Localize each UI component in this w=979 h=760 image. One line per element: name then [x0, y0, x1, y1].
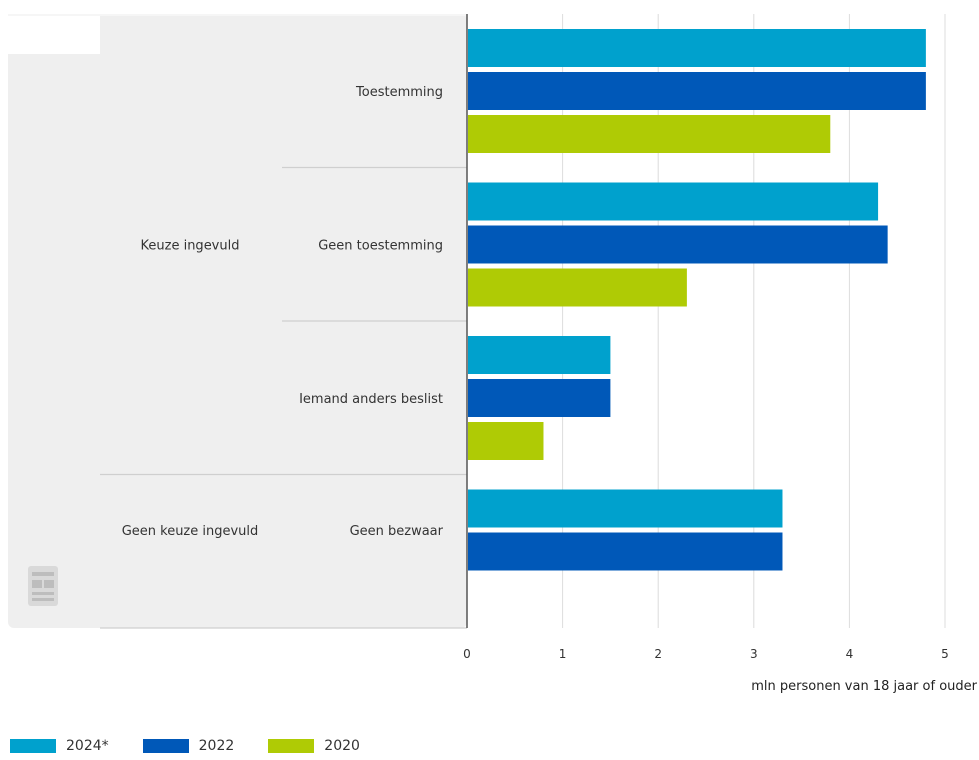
label-panel-white-strip — [8, 14, 100, 54]
x-tick-label: 0 — [463, 647, 471, 661]
bar-2022-1 — [468, 72, 926, 110]
bar-2020-3 — [468, 422, 544, 460]
bar-2024-2 — [468, 182, 879, 221]
bar-2020-1 — [468, 115, 831, 153]
legend-item: 2022 — [142, 738, 235, 754]
bar-chart: Toestemming Geen toestemming Iemand anders… — [8, 14, 978, 694]
legend-label: 2020 — [324, 738, 360, 754]
x-axis-label: mln personen van 18 jaar of ouder — [751, 679, 977, 694]
x-tick-label: 4 — [846, 647, 854, 661]
bar-2024-3 — [468, 336, 611, 374]
legend-item: 2024* — [10, 738, 109, 754]
bar-2024-4 — [468, 489, 783, 528]
legend-swatch — [10, 739, 56, 753]
x-tick-label: 2 — [654, 647, 662, 661]
x-tick-label: 5 — [941, 647, 949, 661]
group-label: Geen keuze ingevuld — [122, 524, 259, 539]
legend-label: 2024* — [66, 738, 109, 754]
legend-swatch — [268, 739, 315, 753]
legend: 2024* 2022 2020 — [10, 738, 360, 754]
cbs-logo-icon — [28, 566, 58, 606]
bar-2020-2 — [468, 268, 687, 307]
legend-item: 2020 — [268, 738, 360, 754]
bar-2022-4 — [468, 532, 783, 571]
x-tick-label: 3 — [750, 647, 758, 661]
label-panel-top-strip — [8, 14, 467, 16]
category-label: Iemand anders beslist — [299, 392, 443, 407]
legend-swatch — [142, 739, 189, 753]
bar-2024-1 — [468, 29, 926, 67]
legend-label: 2022 — [198, 738, 235, 754]
bar-2022-3 — [468, 379, 611, 417]
category-label: Toestemming — [355, 85, 443, 100]
category-label: Geen toestemming — [318, 239, 443, 254]
group-label: Keuze ingevuld — [141, 238, 240, 253]
category-label: Geen bezwaar — [350, 524, 444, 539]
bar-2022-2 — [468, 225, 888, 264]
x-tick-label: 1 — [559, 647, 567, 661]
